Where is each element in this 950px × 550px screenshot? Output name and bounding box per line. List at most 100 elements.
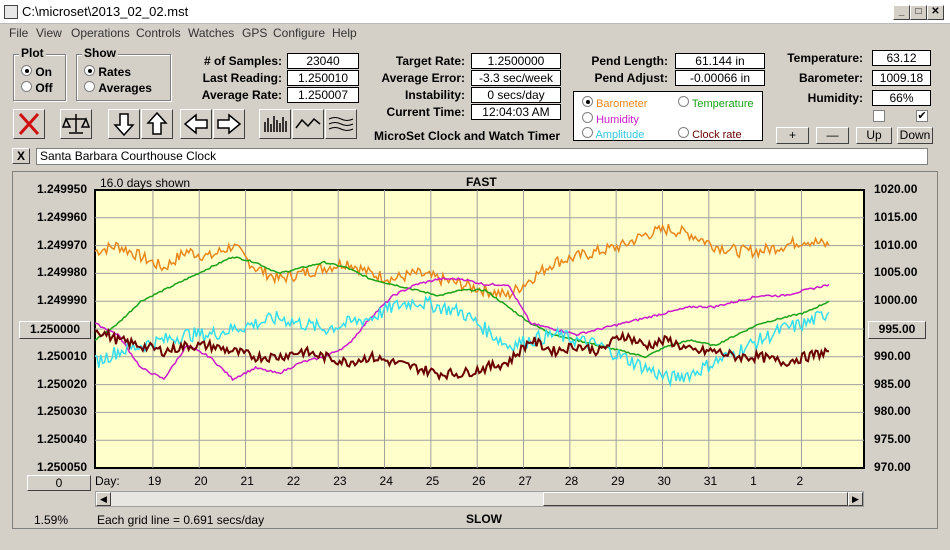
scroll-left-button[interactable]: ◀ — [96, 492, 111, 506]
plus-button[interactable]: + — [776, 127, 809, 144]
show-group-title: Show — [82, 46, 118, 60]
x-tick: 24 — [379, 474, 393, 488]
chart-scrollbar[interactable]: ◀ ▶ — [95, 491, 864, 507]
menu-operations[interactable]: Operations — [71, 26, 130, 40]
up-arrow-button[interactable] — [141, 109, 173, 139]
sensor-humidity-radio[interactable]: Humidity — [582, 112, 639, 126]
title-bar: C:\microset\2013_02_02.mst _ □ ✕ — [0, 0, 950, 24]
down-button[interactable]: Down — [897, 127, 933, 144]
current-time-label: Current Time: — [386, 105, 465, 119]
y-right-tick: 985.00 — [874, 376, 911, 391]
multi-line-button[interactable] — [325, 109, 357, 139]
radio-icon — [582, 127, 593, 138]
series-amplitude — [94, 295, 830, 388]
multi-wave-icon — [328, 117, 354, 131]
left-checkbox[interactable] — [873, 110, 885, 122]
radio-icon — [678, 96, 689, 107]
delete-button[interactable] — [13, 109, 45, 139]
show-averages-label: Averages — [98, 81, 152, 95]
plot-on-radio[interactable]: On — [21, 65, 52, 79]
x-tick: 2 — [796, 474, 804, 488]
chart-panel — [12, 171, 938, 529]
temperature-label: Temperature: — [787, 51, 863, 65]
menu-file[interactable]: File — [9, 26, 29, 40]
plot-on-label: On — [35, 65, 53, 79]
arrow-left-icon — [183, 113, 208, 135]
x-tick: 29 — [611, 474, 625, 488]
percent-label: 1.59% — [34, 513, 69, 527]
target-rate-value: 1.2500000 — [471, 53, 561, 69]
x-tick: 19 — [147, 474, 162, 488]
app-caption: MicroSet Clock and Watch Timer — [374, 129, 561, 143]
y-right-tick: 1010.00 — [874, 237, 918, 252]
series-humidity — [94, 277, 830, 382]
y-right-tick: 970.00 — [874, 460, 911, 474]
zoom-value-button[interactable]: 0 — [27, 475, 91, 491]
minimize-button[interactable]: _ — [893, 5, 910, 20]
menu-watches[interactable]: Watches — [188, 26, 235, 40]
menu-configure[interactable]: Configure — [273, 26, 326, 40]
y-left-tick: 1.250040 — [36, 432, 87, 447]
y-left-tick: 1.249950 — [36, 182, 87, 196]
scale-icon — [61, 114, 91, 134]
y-left-tick: 1.250030 — [36, 404, 87, 419]
radio-icon — [21, 81, 32, 92]
right-center-button[interactable]: 995.00 — [868, 321, 926, 339]
up-button[interactable]: Up — [856, 127, 892, 144]
menu-controls[interactable]: Controls — [136, 26, 181, 40]
days-shown-label: 16.0 days shown — [100, 176, 191, 190]
clock-name-field[interactable]: Santa Barbara Courthouse Clock — [36, 148, 928, 165]
radio-icon — [582, 112, 593, 123]
sensor-amplitude-label: Amplitude — [595, 129, 645, 141]
x-tick: 22 — [286, 474, 301, 488]
show-rates-radio[interactable]: Rates — [84, 65, 131, 79]
checkmark-icon: ✔ — [917, 110, 927, 122]
sensor-amplitude-radio[interactable]: Amplitude — [582, 127, 644, 141]
radio-selected-icon — [21, 65, 32, 76]
close-window-button[interactable]: ✕ — [927, 5, 944, 20]
scroll-thumb[interactable] — [543, 492, 848, 506]
close-clock-button[interactable]: X — [12, 148, 30, 164]
last-reading-label: Last Reading: — [202, 71, 282, 85]
right-checkbox[interactable]: ✔ — [916, 110, 928, 122]
x-tick: 25 — [425, 474, 440, 488]
current-time-value: 12:04:03 AM — [471, 104, 561, 120]
menu-view[interactable]: View — [36, 26, 62, 40]
y-left-tick: 1.249970 — [36, 237, 87, 252]
fast-label: FAST — [466, 175, 497, 189]
target-rate-label: Target Rate: — [395, 54, 465, 68]
samples-label: # of Samples: — [203, 54, 282, 68]
bar-mode-button[interactable] — [259, 109, 291, 139]
x-tick: 20 — [194, 474, 208, 488]
left-arrow-button[interactable] — [180, 109, 212, 139]
y-right-tick: 1015.00 — [874, 209, 918, 224]
sensor-humidity-label: Humidity — [596, 114, 639, 126]
down-arrow-button[interactable] — [108, 109, 140, 139]
line-mode-button[interactable] — [292, 109, 324, 139]
scroll-right-button[interactable]: ▶ — [848, 492, 863, 506]
grid-note: Each grid line = 0.691 secs/day — [97, 513, 265, 527]
right-arrow-button[interactable] — [213, 109, 245, 139]
menu-gps[interactable]: GPS — [242, 26, 268, 40]
y-right-tick: 980.00 — [874, 404, 911, 419]
pend-length-label: Pend Length: — [591, 54, 668, 68]
minus-button[interactable]: — — [816, 127, 849, 144]
average-rate-value: 1.250007 — [287, 87, 359, 103]
radio-selected-icon — [84, 65, 95, 76]
balance-button[interactable] — [60, 109, 92, 139]
sensor-clockrate-radio[interactable]: Clock rate — [678, 127, 742, 141]
average-error-label: Average Error: — [381, 71, 465, 85]
left-center-button[interactable]: 1.250000 — [19, 321, 91, 339]
menu-help[interactable]: Help — [332, 26, 357, 40]
y-right-tick: 1000.00 — [874, 293, 918, 308]
show-averages-radio[interactable]: Averages — [84, 81, 152, 95]
maximize-button[interactable]: □ — [910, 5, 927, 20]
temperature-value: 63.12 — [872, 50, 931, 66]
humidity-value: 66% — [872, 90, 931, 106]
sensor-temperature-radio[interactable]: Temperature — [678, 96, 754, 110]
x-tick: 23 — [333, 474, 347, 488]
plot-off-radio[interactable]: Off — [21, 81, 53, 95]
sensor-barometer-radio[interactable]: Barometer — [582, 96, 647, 110]
series-temperature — [94, 256, 830, 359]
